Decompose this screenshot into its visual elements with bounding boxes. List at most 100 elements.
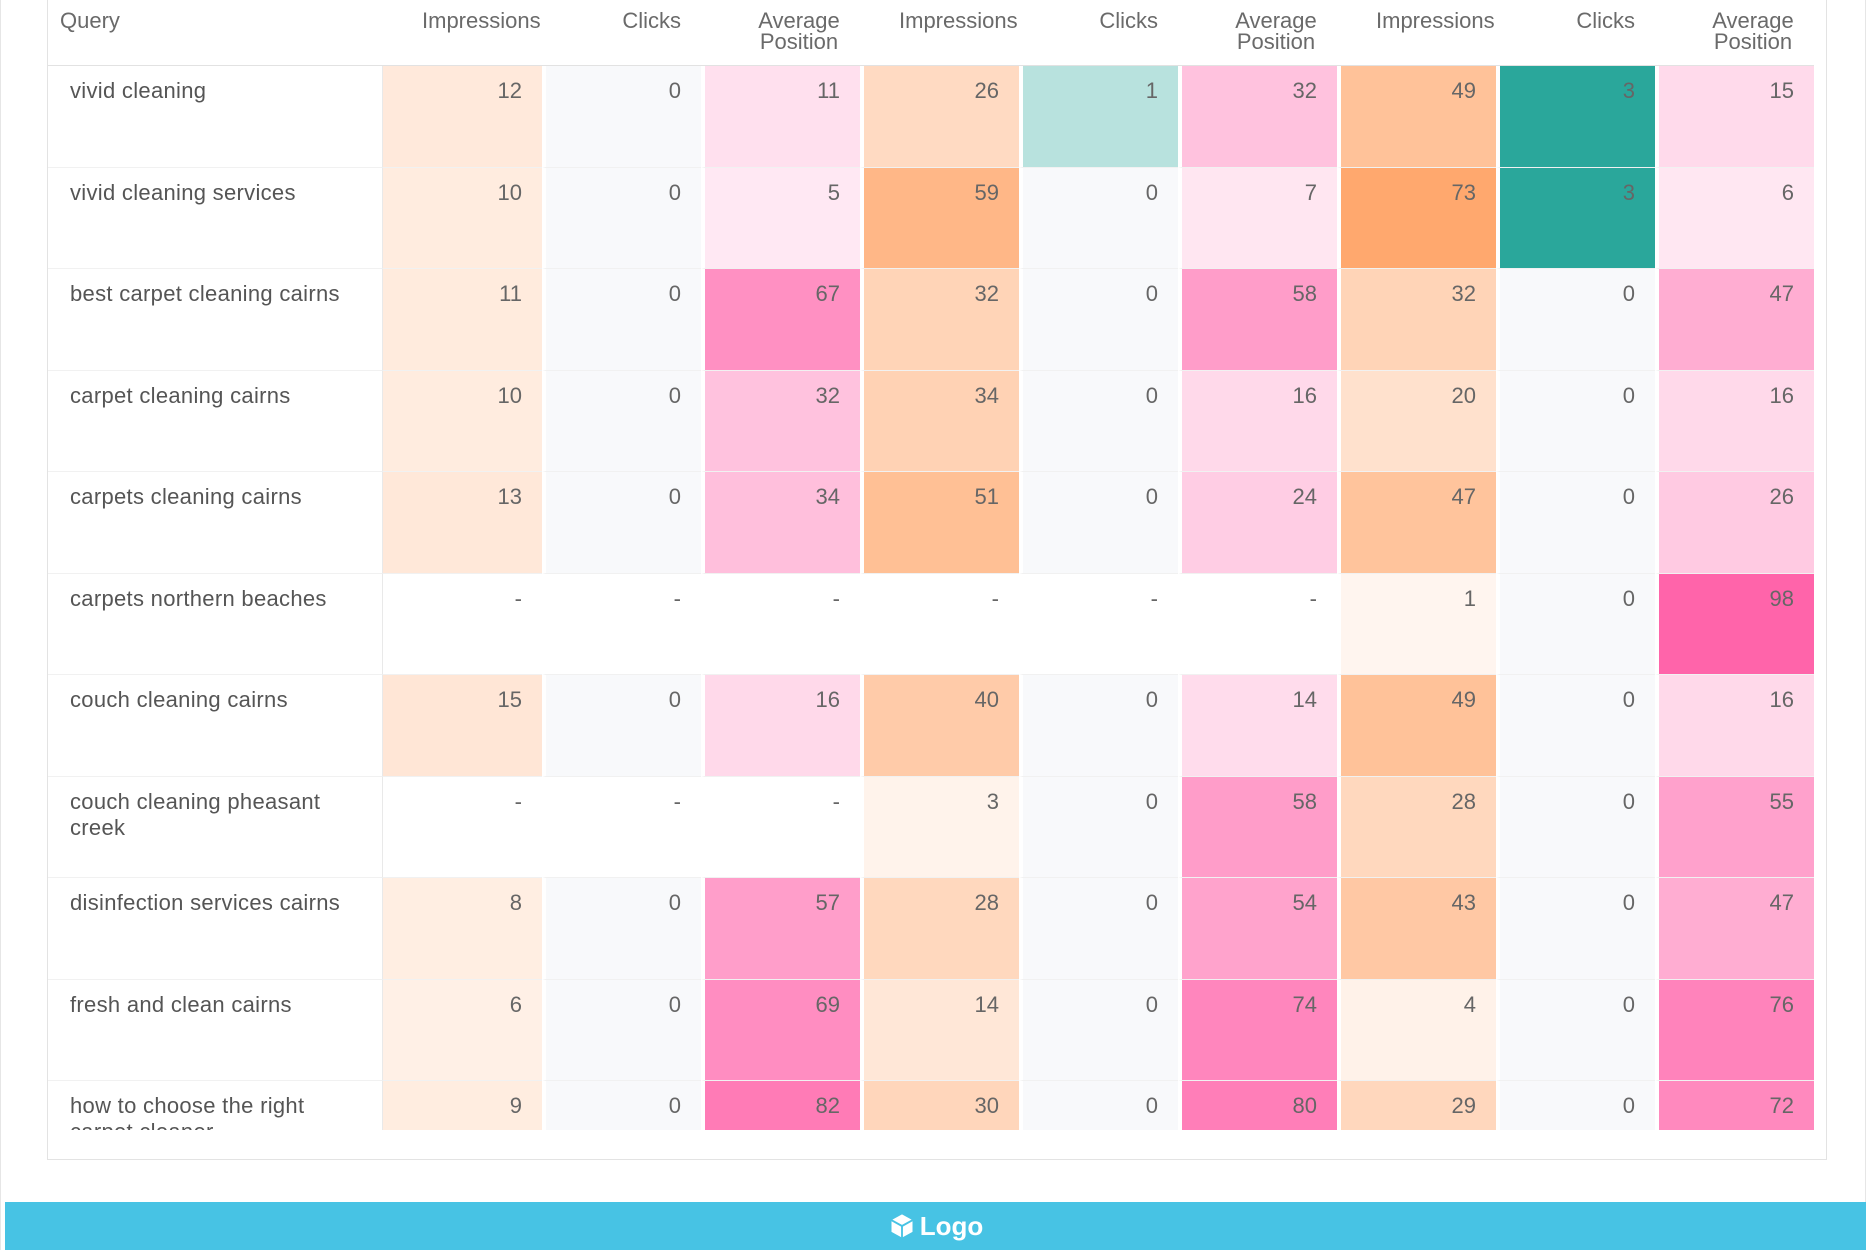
clicks-cell: 0 bbox=[1496, 370, 1655, 472]
average-position-cell: 16 bbox=[1178, 370, 1337, 472]
query-cell: best carpet cleaning cairns bbox=[48, 269, 383, 371]
impressions-cell: 32 bbox=[860, 269, 1019, 371]
average-position-cell: - bbox=[701, 776, 860, 878]
column-header-impressions[interactable]: Impressions bbox=[860, 0, 1019, 66]
average-position-cell: 47 bbox=[1655, 269, 1814, 371]
cube-icon bbox=[890, 1214, 913, 1238]
clicks-cell: 0 bbox=[542, 370, 701, 472]
impressions-cell: 51 bbox=[860, 472, 1019, 574]
report-panel: Query Impressions Clicks Average Position Im… bbox=[47, 0, 1827, 1160]
clicks-cell: 0 bbox=[1019, 979, 1178, 1081]
column-header-label: Clicks bbox=[622, 8, 681, 33]
query-table: Query Impressions Clicks Average Position Im… bbox=[48, 0, 1814, 1130]
impressions-cell: 28 bbox=[860, 878, 1019, 980]
impressions-cell: 12 bbox=[383, 66, 542, 168]
average-position-cell: 69 bbox=[701, 979, 860, 1081]
impressions-cell: - bbox=[383, 776, 542, 878]
average-position-cell: 32 bbox=[1178, 66, 1337, 168]
impressions-cell: - bbox=[860, 573, 1019, 675]
impressions-cell: 4 bbox=[1337, 979, 1496, 1081]
column-header-label: Average Position bbox=[1712, 8, 1794, 54]
query-cell: fresh and clean cairns bbox=[48, 979, 383, 1081]
impressions-cell: 29 bbox=[1337, 1081, 1496, 1130]
impressions-cell: 11 bbox=[383, 269, 542, 371]
average-position-cell: 76 bbox=[1655, 979, 1814, 1081]
clicks-cell: 0 bbox=[1019, 472, 1178, 574]
table-row: carpets northern beaches - - - - - -1 0 98 bbox=[48, 573, 1814, 675]
clicks-cell: 1 bbox=[1019, 66, 1178, 168]
impressions-cell: 26 bbox=[860, 66, 1019, 168]
table-scroll-area[interactable]: Query Impressions Clicks Average Position Im… bbox=[48, 0, 1826, 1130]
average-position-cell: 67 bbox=[701, 269, 860, 371]
column-header-impressions[interactable]: Impressions bbox=[1337, 0, 1496, 66]
clicks-cell: 0 bbox=[542, 167, 701, 269]
column-header-impressions[interactable]: Impressions bbox=[383, 0, 542, 66]
clicks-cell: 0 bbox=[1496, 878, 1655, 980]
average-position-cell: 34 bbox=[701, 472, 860, 574]
column-header-query[interactable]: Query bbox=[48, 0, 383, 66]
impressions-cell: 10 bbox=[383, 167, 542, 269]
query-cell: disinfection services cairns bbox=[48, 878, 383, 980]
impressions-cell: 73 bbox=[1337, 167, 1496, 269]
clicks-cell: 0 bbox=[1019, 878, 1178, 980]
clicks-cell: 0 bbox=[542, 66, 701, 168]
clicks-cell: 3 bbox=[1496, 167, 1655, 269]
clicks-cell: 0 bbox=[1019, 1081, 1178, 1130]
column-header-clicks[interactable]: Clicks bbox=[1496, 0, 1655, 66]
clicks-cell: - bbox=[542, 776, 701, 878]
average-position-cell: 7 bbox=[1178, 167, 1337, 269]
impressions-cell: 20 bbox=[1337, 370, 1496, 472]
impressions-cell: - bbox=[383, 573, 542, 675]
clicks-cell: 3 bbox=[1496, 66, 1655, 168]
table-body: vivid cleaning 12 0 11 26 1 32 49 3 15 vivid clean… bbox=[48, 66, 1814, 1130]
average-position-cell: 57 bbox=[701, 878, 860, 980]
impressions-cell: 15 bbox=[383, 675, 542, 777]
average-position-cell: 47 bbox=[1655, 878, 1814, 980]
query-cell: vivid cleaning services bbox=[48, 167, 383, 269]
column-header-average-position[interactable]: Average Position bbox=[1178, 0, 1337, 66]
clicks-cell: 0 bbox=[1019, 167, 1178, 269]
impressions-cell: 49 bbox=[1337, 66, 1496, 168]
clicks-cell: 0 bbox=[1496, 269, 1655, 371]
clicks-cell: - bbox=[1019, 573, 1178, 675]
column-header-label: Clicks bbox=[1576, 8, 1635, 33]
impressions-cell: 40 bbox=[860, 675, 1019, 777]
impressions-cell: 30 bbox=[860, 1081, 1019, 1130]
table-row: carpet cleaning cairns 10 0 32 34 0 16 20 0 16 bbox=[48, 370, 1814, 472]
clicks-cell: 0 bbox=[1496, 472, 1655, 574]
clicks-cell: 0 bbox=[1496, 776, 1655, 878]
query-cell: carpet cleaning cairns bbox=[48, 370, 383, 472]
clicks-cell: 0 bbox=[542, 878, 701, 980]
average-position-cell: 82 bbox=[701, 1081, 860, 1130]
impressions-cell: 28 bbox=[1337, 776, 1496, 878]
query-cell: vivid cleaning bbox=[48, 66, 383, 168]
impressions-cell: 47 bbox=[1337, 472, 1496, 574]
average-position-cell: 24 bbox=[1178, 472, 1337, 574]
average-position-cell: 16 bbox=[701, 675, 860, 777]
average-position-cell: 55 bbox=[1655, 776, 1814, 878]
impressions-cell: 14 bbox=[860, 979, 1019, 1081]
clicks-cell: 0 bbox=[542, 269, 701, 371]
column-header-label: Impressions bbox=[422, 8, 541, 33]
average-position-cell: 32 bbox=[701, 370, 860, 472]
column-header-average-position[interactable]: Average Position bbox=[1655, 0, 1814, 66]
average-position-cell: 58 bbox=[1178, 776, 1337, 878]
logo: Logo bbox=[888, 1211, 983, 1242]
query-cell: couch cleaning pheasant creek bbox=[48, 776, 383, 878]
average-position-cell: 54 bbox=[1178, 878, 1337, 980]
impressions-cell: 34 bbox=[860, 370, 1019, 472]
column-header-label: Impressions bbox=[1376, 8, 1495, 33]
table-header-row: Query Impressions Clicks Average Position Im… bbox=[48, 0, 1814, 66]
clicks-cell: 0 bbox=[1496, 573, 1655, 675]
clicks-cell: 0 bbox=[1496, 979, 1655, 1081]
average-position-cell: 98 bbox=[1655, 573, 1814, 675]
column-header-clicks[interactable]: Clicks bbox=[1019, 0, 1178, 66]
column-header-label: Query bbox=[60, 8, 120, 33]
query-cell: carpets northern beaches bbox=[48, 573, 383, 675]
column-header-clicks[interactable]: Clicks bbox=[542, 0, 701, 66]
average-position-cell: - bbox=[1178, 573, 1337, 675]
impressions-cell: 9 bbox=[383, 1081, 542, 1130]
average-position-cell: 72 bbox=[1655, 1081, 1814, 1130]
column-header-average-position[interactable]: Average Position bbox=[701, 0, 860, 66]
